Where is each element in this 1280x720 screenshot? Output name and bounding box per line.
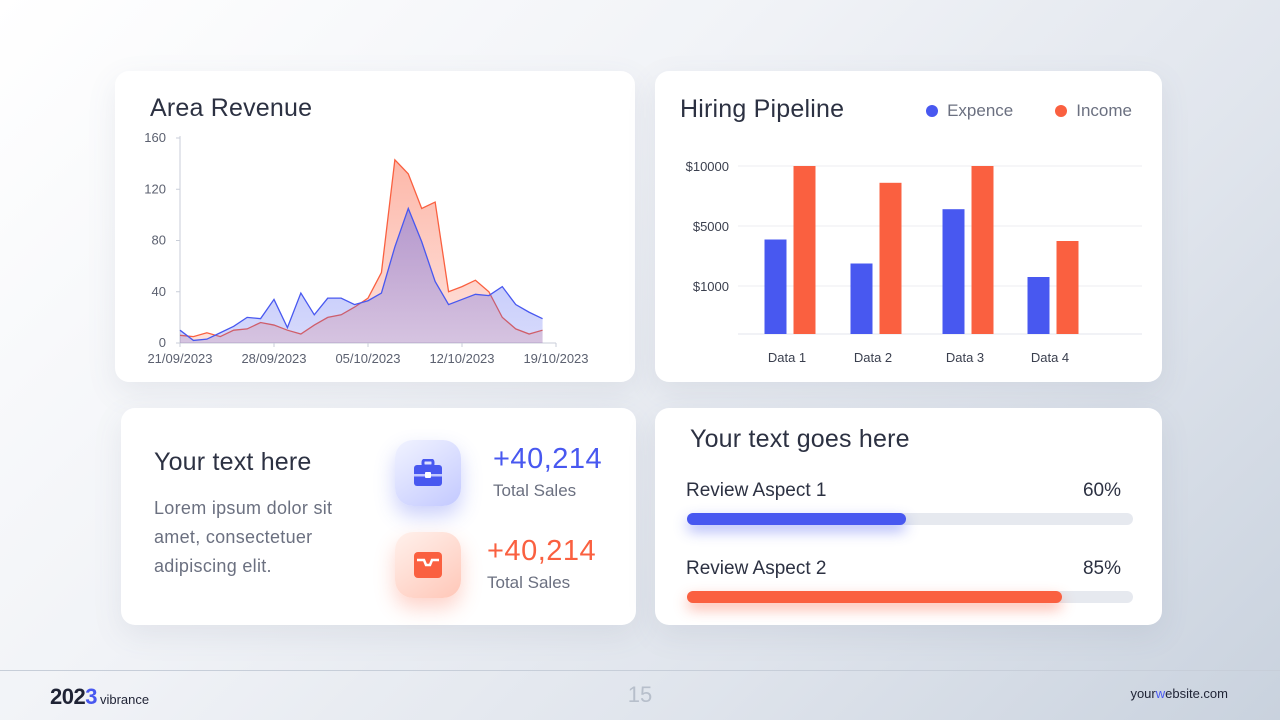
legend-item-expence[interactable]: Expence <box>926 101 1013 121</box>
review-aspect-1-fill <box>687 513 906 525</box>
bar-income <box>879 182 902 334</box>
review-aspect-2-fill <box>687 591 1062 603</box>
legend-dot-icon <box>1055 105 1068 117</box>
y-tick-label: $5000 <box>693 219 729 234</box>
bar-income <box>971 166 994 334</box>
area-series-fill <box>180 208 543 343</box>
review-aspect-1-percent: 60% <box>1082 480 1121 501</box>
y-tick-label: $10000 <box>686 159 729 174</box>
site-accent: w <box>1155 686 1166 701</box>
inbox-tray-icon <box>395 532 461 598</box>
brand-name: vibrance <box>99 692 150 707</box>
x-tick-label: 05/10/2023 <box>335 351 400 366</box>
y-tick-label: $1000 <box>693 279 729 294</box>
x-category-label: Data 2 <box>854 350 892 365</box>
y-tick-label: 80 <box>152 233 166 248</box>
x-tick-label: 12/10/2023 <box>429 351 494 366</box>
x-category-label: Data 3 <box>946 350 984 365</box>
y-tick-label: 0 <box>159 335 166 350</box>
stat-label-sales-2: Total Sales <box>487 573 571 592</box>
review-aspect-1-label: Review Aspect 1 <box>686 480 827 501</box>
x-category-label: Data 4 <box>1031 350 1069 365</box>
area-revenue-card: Area Revenue 0 40 80 120 160 21/09/2023 28/09/… <box>115 71 635 382</box>
x-tick-label: 21/09/2023 <box>147 351 212 366</box>
stats-title: Your text here <box>154 448 312 476</box>
site-part: ebsite.com <box>1165 686 1228 701</box>
legend-item-income[interactable]: Income <box>1055 101 1132 121</box>
area-series-line <box>179 206 543 342</box>
x-category-label: Data 1 <box>768 350 806 365</box>
brand-year-main: 202 <box>50 684 86 709</box>
bar-expence <box>1027 277 1050 334</box>
hiring-pipeline-card: Hiring Pipeline Expence Income $1000 $500… <box>655 71 1162 382</box>
briefcase-icon <box>395 440 461 506</box>
bar-expence <box>942 209 965 334</box>
brand-year: 2023 <box>50 684 97 710</box>
website-link[interactable]: yourwebsite.com <box>1130 686 1228 701</box>
stat-label-sales-1: Total Sales <box>493 481 577 500</box>
stat-value-sales-1: +40,214 <box>493 443 603 475</box>
bar-income <box>1056 241 1079 334</box>
y-tick-label: 160 <box>144 130 166 145</box>
stats-description: Lorem ipsum dolor sit amet, consectetuer… <box>154 498 333 576</box>
bar-expence <box>850 263 873 334</box>
legend-dot-icon <box>926 105 939 117</box>
legend-label: Expence <box>947 101 1014 120</box>
review-aspect-2-label: Review Aspect 2 <box>686 558 827 579</box>
stats-card: Your text here Lorem ipsum dolor sit ame… <box>121 408 636 625</box>
y-tick-label: 120 <box>144 181 166 196</box>
area-series-fill <box>180 159 543 343</box>
review-aspect-2-track <box>687 591 1133 603</box>
review-aspect-1-track <box>687 513 1133 525</box>
brand-year-accent: 3 <box>85 684 97 709</box>
bar-income <box>793 166 816 334</box>
y-tick-label: 40 <box>152 284 166 299</box>
brand-logo: 2023 vibrance <box>50 684 149 710</box>
hiring-pipeline-chart: $1000 $5000 $10000 Data 1 Data 2 Data 3 Data 4 <box>686 159 1142 365</box>
area-revenue-chart: 0 40 80 120 160 21/09/2023 28/09/2023 05/10/202… <box>144 130 588 366</box>
bar-expence <box>764 239 787 334</box>
site-part: your <box>1130 686 1156 701</box>
chart-legend: Expence Income <box>926 101 1132 121</box>
x-tick-label: 19/10/2023 <box>523 351 588 366</box>
area-revenue-title: Area Revenue <box>150 94 313 122</box>
legend-label: Income <box>1076 101 1132 120</box>
x-tick-label: 28/09/2023 <box>241 351 306 366</box>
footer-divider <box>0 670 1280 671</box>
stat-value-sales-2: +40,214 <box>487 535 597 567</box>
review-title: Your text goes here <box>690 425 910 453</box>
review-aspect-2-percent: 85% <box>1082 558 1121 579</box>
hiring-pipeline-title: Hiring Pipeline <box>680 95 845 123</box>
review-card: Your text goes here Review Aspect 1 60% … <box>655 408 1162 625</box>
page-number: 15 <box>627 682 653 707</box>
